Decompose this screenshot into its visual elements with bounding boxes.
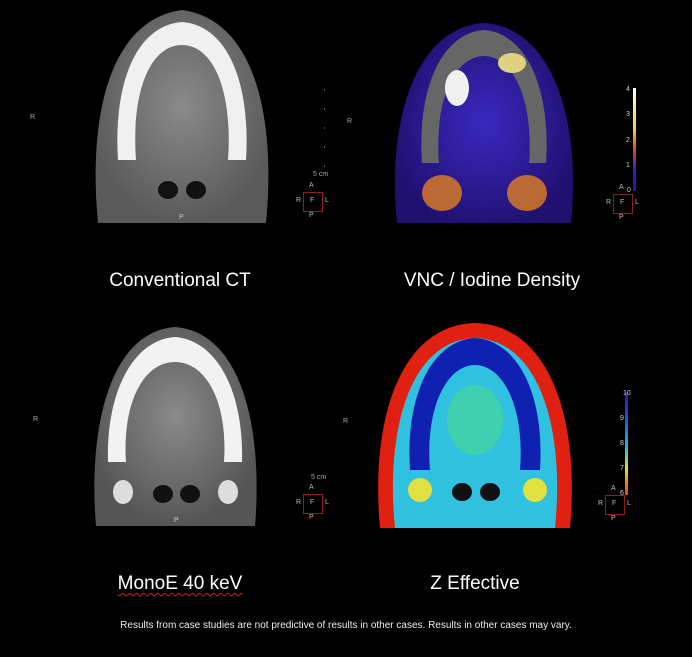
orientation-cube: A R F L P — [585, 485, 645, 525]
orientation-right: R — [296, 499, 302, 506]
posterior-label: P — [174, 517, 179, 524]
conventional-ct-image: P — [88, 0, 276, 223]
orientation-left: L — [635, 199, 639, 206]
monoe-40kev-image: P — [88, 322, 263, 526]
colorbar-tick: 10 — [623, 390, 631, 397]
disclaimer-footnote: Results from case studies are not predic… — [120, 620, 572, 631]
orientation-posterior: P — [619, 214, 624, 221]
right-side-label: R — [33, 416, 39, 423]
scale-label: 5 cm — [311, 474, 327, 481]
orientation-right: R — [296, 197, 302, 204]
colorbar-tick: 0 — [627, 187, 631, 194]
orientation-feet: F — [612, 500, 617, 507]
z-effective-image — [370, 320, 580, 528]
colorbar-tick: 7 — [620, 465, 624, 472]
orientation-anterior: A — [619, 184, 624, 191]
orientation-anterior: A — [309, 182, 314, 189]
orientation-posterior: P — [309, 212, 314, 219]
orientation-left: L — [325, 197, 329, 204]
colorbar-tick: 4 — [626, 86, 630, 93]
colorbar-tick: 6 — [620, 490, 624, 497]
colorbar-tick: 8 — [620, 440, 624, 447]
orientation-box — [303, 192, 323, 212]
vnc-iodine-image — [387, 18, 581, 223]
posterior-label: P — [179, 214, 184, 221]
caption-monoe-text: MonoE 40 keV — [117, 573, 243, 594]
caption-conventional-ct: Conventional CT — [109, 270, 251, 291]
colorbar-tick: 2 — [626, 137, 630, 144]
orientation-anterior: A — [309, 484, 314, 491]
right-side-label: R — [347, 118, 353, 125]
orientation-box — [613, 194, 633, 214]
caption-monoe: MonoE 40 keV — [80, 573, 280, 595]
right-side-label: R — [343, 418, 349, 425]
orientation-left: L — [325, 499, 329, 506]
orientation-feet: F — [310, 197, 315, 204]
orientation-left: L — [627, 500, 631, 507]
caption-vnc-iodine: VNC / Iodine Density — [403, 270, 581, 291]
orientation-feet: F — [310, 499, 315, 506]
orientation-cube: A R F L P — [593, 184, 653, 224]
orientation-feet: F — [620, 199, 625, 206]
colorbar-tick: 9 — [620, 415, 624, 422]
orientation-cube: A R F L P — [283, 484, 343, 524]
orientation-posterior: P — [611, 515, 616, 522]
caption-z-effective: Z Effective — [430, 573, 520, 594]
orientation-posterior: P — [309, 514, 314, 521]
colorbar-tick: 1 — [626, 162, 630, 169]
scale-bar — [324, 72, 325, 172]
orientation-cube: A R F L P — [283, 182, 343, 222]
colorbar-tick: 3 — [626, 111, 630, 118]
scale-label: 5 cm — [313, 171, 329, 178]
orientation-right: R — [606, 199, 612, 206]
orientation-anterior: A — [611, 485, 616, 492]
iodine-colorbar — [633, 88, 636, 191]
orientation-right: R — [598, 500, 604, 507]
orientation-box — [303, 494, 323, 514]
z-effective-colorbar — [625, 392, 628, 495]
orientation-box — [605, 495, 625, 515]
right-side-label: R — [30, 114, 36, 121]
